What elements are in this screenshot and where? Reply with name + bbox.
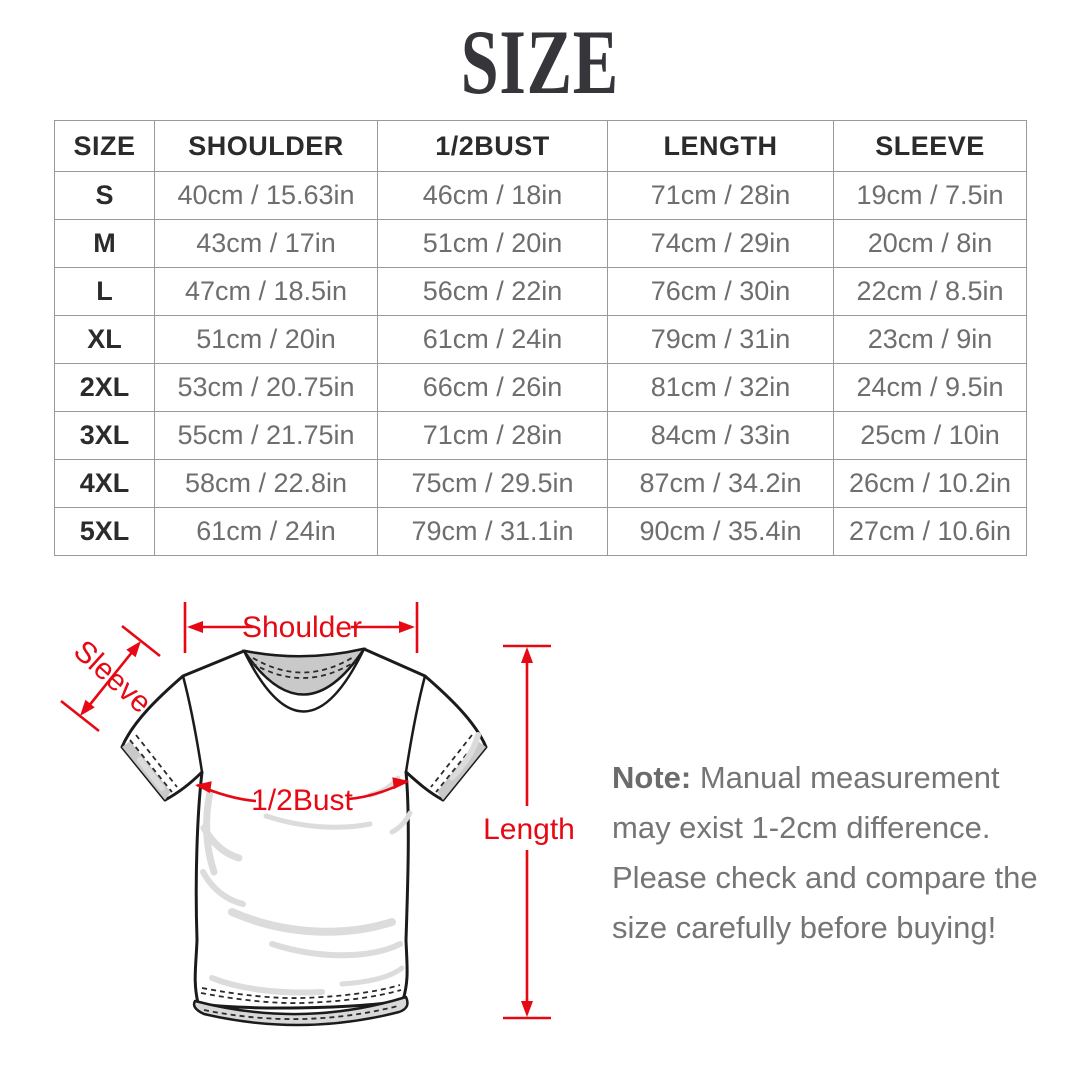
cell-shoulder: 61cm / 24in <box>154 507 378 556</box>
size-label: M <box>54 219 155 268</box>
size-table: SIZE SHOULDER 1/2BUST LENGTH SLEEVE S 40… <box>54 120 1027 556</box>
tshirt-measurement-diagram: Shoulder Sleeve 1/2Bust Length <box>60 602 575 1027</box>
bust-measure: 1/2Bust <box>195 777 409 817</box>
size-label: 3XL <box>54 411 155 460</box>
table-row: 2XL 53cm / 20.75in 66cm / 26in 81cm / 32… <box>54 363 1027 412</box>
page-title: SIZE <box>460 11 620 113</box>
table-row: 3XL 55cm / 21.75in 71cm / 28in 84cm / 33… <box>54 411 1027 460</box>
col-header-size: SIZE <box>54 120 155 172</box>
hem-stitch-upper-2 <box>200 989 402 1004</box>
cell-bust: 61cm / 24in <box>377 315 608 364</box>
cell-bust: 51cm / 20in <box>377 219 608 268</box>
size-label: 2XL <box>54 363 155 412</box>
cuff-left-stitch-2 <box>135 734 178 788</box>
cell-sleeve: 27cm / 10.6in <box>833 507 1027 556</box>
armhole-seam-left <box>181 674 204 774</box>
cell-length: 71cm / 28in <box>607 171 834 220</box>
cell-shoulder: 53cm / 20.75in <box>154 363 378 412</box>
cell-shoulder: 58cm / 22.8in <box>154 459 378 508</box>
cell-bust: 75cm / 29.5in <box>377 459 608 508</box>
cell-bust: 79cm / 31.1in <box>377 507 608 556</box>
length-measure-label: Length <box>483 813 575 846</box>
size-label: 5XL <box>54 507 155 556</box>
cell-sleeve: 19cm / 7.5in <box>833 171 1027 220</box>
cell-length: 84cm / 33in <box>607 411 834 460</box>
shoulder-measure-label: Shoulder <box>242 611 362 644</box>
cell-sleeve: 24cm / 9.5in <box>833 363 1027 412</box>
cell-length: 87cm / 34.2in <box>607 459 834 508</box>
cell-sleeve: 20cm / 8in <box>833 219 1027 268</box>
armhole-seam-right <box>404 674 427 774</box>
size-label: L <box>54 267 155 316</box>
cell-bust: 46cm / 18in <box>377 171 608 220</box>
hem-band-stitch <box>203 1005 399 1020</box>
table-row: L 47cm / 18.5in 56cm / 22in 76cm / 30in … <box>54 267 1027 316</box>
size-table-header: SIZE SHOULDER 1/2BUST LENGTH SLEEVE <box>54 120 1027 172</box>
length-measure: Length <box>483 644 575 1020</box>
table-row: 4XL 58cm / 22.8in 75cm / 29.5in 87cm / 3… <box>54 459 1027 508</box>
col-header-shoulder: SHOULDER <box>154 120 378 172</box>
fabric-wrinkles <box>137 732 481 996</box>
collar-band <box>242 647 366 713</box>
table-row: XL 51cm / 20in 61cm / 24in 79cm / 31in 2… <box>54 315 1027 364</box>
cell-shoulder: 51cm / 20in <box>154 315 378 364</box>
cell-shoulder: 47cm / 18.5in <box>154 267 378 316</box>
note-body: Manual measurement may exist 1-2cm diffe… <box>612 760 1038 945</box>
cell-length: 74cm / 29in <box>607 219 834 268</box>
cell-length: 90cm / 35.4in <box>607 507 834 556</box>
shoulder-measure: Shoulder <box>183 602 419 653</box>
cell-shoulder: 55cm / 21.75in <box>154 411 378 460</box>
note-label: Note: <box>612 760 692 795</box>
table-row: M 43cm / 17in 51cm / 20in 74cm / 29in 20… <box>54 219 1027 268</box>
col-header-sleeve: SLEEVE <box>833 120 1027 172</box>
size-label: 4XL <box>54 459 155 508</box>
cell-bust: 56cm / 22in <box>377 267 608 316</box>
hem-stitch-upper <box>201 984 401 999</box>
size-label: S <box>54 171 155 220</box>
col-header-length: LENGTH <box>607 120 834 172</box>
collar-stitch <box>252 655 356 674</box>
size-label: XL <box>54 315 155 364</box>
cell-bust: 71cm / 28in <box>377 411 608 460</box>
hem-band <box>192 995 409 1027</box>
table-row: 5XL 61cm / 24in 79cm / 31.1in 90cm / 35.… <box>54 507 1027 556</box>
cell-length: 79cm / 31in <box>607 315 834 364</box>
tshirt-illustration <box>120 647 488 1027</box>
cell-shoulder: 40cm / 15.63in <box>154 171 378 220</box>
cuff-right-stitch-2 <box>430 734 473 788</box>
cell-bust: 66cm / 26in <box>377 363 608 412</box>
cell-length: 81cm / 32in <box>607 363 834 412</box>
cell-sleeve: 23cm / 9in <box>833 315 1027 364</box>
cell-sleeve: 26cm / 10.2in <box>833 459 1027 508</box>
cell-sleeve: 22cm / 8.5in <box>833 267 1027 316</box>
table-row: S 40cm / 15.63in 46cm / 18in 71cm / 28in… <box>54 171 1027 220</box>
cell-shoulder: 43cm / 17in <box>154 219 378 268</box>
note-text: Note: Manual measurement may exist 1-2cm… <box>612 753 1060 953</box>
sleeve-measure-label: Sleeve <box>67 634 157 720</box>
col-header-bust: 1/2BUST <box>377 120 608 172</box>
cell-length: 76cm / 30in <box>607 267 834 316</box>
collar-stitch-2 <box>251 660 357 679</box>
cell-sleeve: 25cm / 10in <box>833 411 1027 460</box>
cuff-left-stitch <box>129 739 173 793</box>
bust-measure-label: 1/2Bust <box>251 784 353 817</box>
